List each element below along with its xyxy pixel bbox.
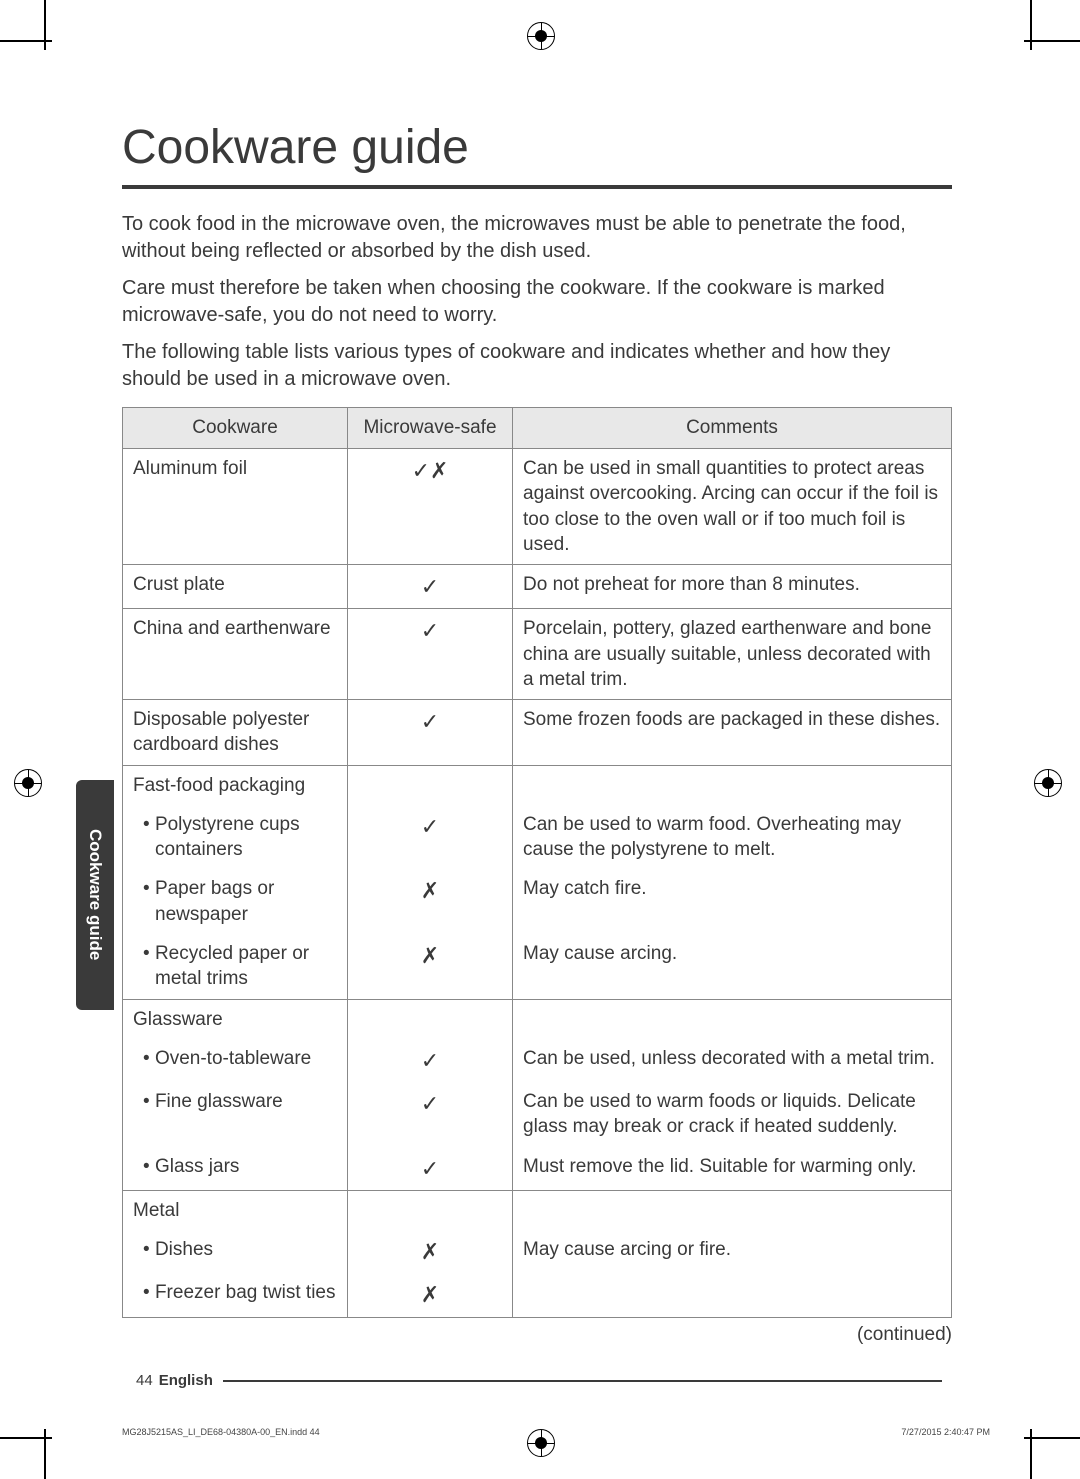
- cell-safe: [348, 999, 513, 1039]
- cell-cookware: Recycled paper or metal trims: [133, 941, 337, 992]
- table-row: Disposable polyester cardboard dishes ✓ …: [123, 700, 952, 766]
- cell-cookware: Aluminum foil: [123, 449, 348, 565]
- cell-safe: ✓: [348, 1082, 513, 1147]
- table-row: Dishes ✗ May cause arcing or fire.: [123, 1230, 952, 1273]
- cell-safe: ✓: [348, 1147, 513, 1191]
- page-content: Cookware guide To cook food in the micro…: [122, 120, 952, 1346]
- header-cookware: Cookware: [123, 408, 348, 449]
- page-title: Cookware guide: [122, 120, 952, 189]
- page-number: 44: [136, 1372, 153, 1389]
- cell-cookware: Glass jars: [133, 1154, 337, 1179]
- cell-safe: ✓✗: [348, 449, 513, 565]
- table-row: Oven-to-tableware ✓ Can be used, unless …: [123, 1039, 952, 1082]
- cell-comment: [513, 1190, 952, 1230]
- cell-safe: ✓: [348, 805, 513, 870]
- table-row: Paper bags or newspaper ✗ May catch fire…: [123, 869, 952, 934]
- cell-safe: [348, 765, 513, 805]
- cell-group: Fast-food packaging: [123, 765, 348, 805]
- cell-comment: May catch fire.: [513, 869, 952, 934]
- header-microwave-safe: Microwave-safe: [348, 408, 513, 449]
- cell-safe: ✓: [348, 700, 513, 766]
- intro-p1: To cook food in the microwave oven, the …: [122, 211, 952, 265]
- cell-comment: Can be used to warm food. Overheating ma…: [513, 805, 952, 870]
- cell-comment: Must remove the lid. Suitable for warmin…: [513, 1147, 952, 1191]
- cell-comment: Porcelain, pottery, glazed earthenware a…: [513, 609, 952, 700]
- cell-comment: May cause arcing.: [513, 934, 952, 999]
- cell-cookware: Paper bags or newspaper: [133, 876, 337, 927]
- cell-cookware: Disposable polyester cardboard dishes: [123, 700, 348, 766]
- table-row: Fine glassware ✓ Can be used to warm foo…: [123, 1082, 952, 1147]
- cell-comment: Some frozen foods are packaged in these …: [513, 700, 952, 766]
- intro-p2: Care must therefore be taken when choosi…: [122, 275, 952, 329]
- table-row: China and earthenware ✓ Porcelain, potte…: [123, 609, 952, 700]
- table-row: Polystyrene cups containers ✓ Can be use…: [123, 805, 952, 870]
- cell-safe: ✗: [348, 934, 513, 999]
- table-row: Glass jars ✓ Must remove the lid. Suitab…: [123, 1147, 952, 1191]
- cell-comment: [513, 1273, 952, 1317]
- side-tab-label: Cookware guide: [85, 829, 105, 960]
- cell-safe: ✓: [348, 609, 513, 700]
- cell-safe: ✗: [348, 869, 513, 934]
- cell-comment: Can be used, unless decorated with a met…: [513, 1039, 952, 1082]
- cell-cookware: Polystyrene cups containers: [133, 812, 337, 863]
- cell-safe: ✗: [348, 1273, 513, 1317]
- cell-cookware: Oven-to-tableware: [133, 1046, 337, 1071]
- table-row: Metal: [123, 1190, 952, 1230]
- table-row: Aluminum foil ✓✗ Can be used in small qu…: [123, 449, 952, 565]
- side-tab: Cookware guide: [76, 780, 114, 1010]
- cell-group: Metal: [123, 1190, 348, 1230]
- cell-comment: [513, 999, 952, 1039]
- table-row: Glassware: [123, 999, 952, 1039]
- cell-group: Glassware: [123, 999, 348, 1039]
- print-timestamp: 7/27/2015 2:40:47 PM: [901, 1427, 990, 1437]
- cell-comment: Can be used to warm foods or liquids. De…: [513, 1082, 952, 1147]
- cell-cookware: Freezer bag twist ties: [133, 1280, 337, 1305]
- cell-comment: Do not preheat for more than 8 minutes.: [513, 565, 952, 609]
- cell-comment: Can be used in small quantities to prote…: [513, 449, 952, 565]
- table-row: Freezer bag twist ties ✗: [123, 1273, 952, 1317]
- registration-mark: [1034, 769, 1062, 797]
- cookware-table: Cookware Microwave-safe Comments Aluminu…: [122, 407, 952, 1318]
- cell-safe: ✓: [348, 565, 513, 609]
- cell-safe: ✓: [348, 1039, 513, 1082]
- cell-cookware: Fine glassware: [133, 1089, 337, 1114]
- footer-rule: [223, 1380, 942, 1382]
- print-metadata: MG28J5215AS_LI_DE68-04380A-00_EN.indd 44…: [122, 1427, 990, 1437]
- cell-safe: [348, 1190, 513, 1230]
- language-label: English: [159, 1372, 213, 1389]
- cell-cookware: China and earthenware: [123, 609, 348, 700]
- cell-cookware: Dishes: [133, 1237, 337, 1262]
- cell-comment: [513, 765, 952, 805]
- header-comments: Comments: [513, 408, 952, 449]
- cell-comment: May cause arcing or fire.: [513, 1230, 952, 1273]
- cell-cookware: Crust plate: [123, 565, 348, 609]
- table-row: Crust plate ✓ Do not preheat for more th…: [123, 565, 952, 609]
- table-header-row: Cookware Microwave-safe Comments: [123, 408, 952, 449]
- print-file: MG28J5215AS_LI_DE68-04380A-00_EN.indd 44: [122, 1427, 320, 1437]
- registration-mark: [14, 769, 42, 797]
- continued-label: (continued): [122, 1324, 952, 1346]
- registration-mark: [527, 22, 555, 50]
- intro-p3: The following table lists various types …: [122, 339, 952, 393]
- cell-safe: ✗: [348, 1230, 513, 1273]
- table-row: Recycled paper or metal trims ✗ May caus…: [123, 934, 952, 999]
- intro-text: To cook food in the microwave oven, the …: [122, 211, 952, 393]
- table-row: Fast-food packaging: [123, 765, 952, 805]
- page-footer: 44 English: [136, 1372, 942, 1389]
